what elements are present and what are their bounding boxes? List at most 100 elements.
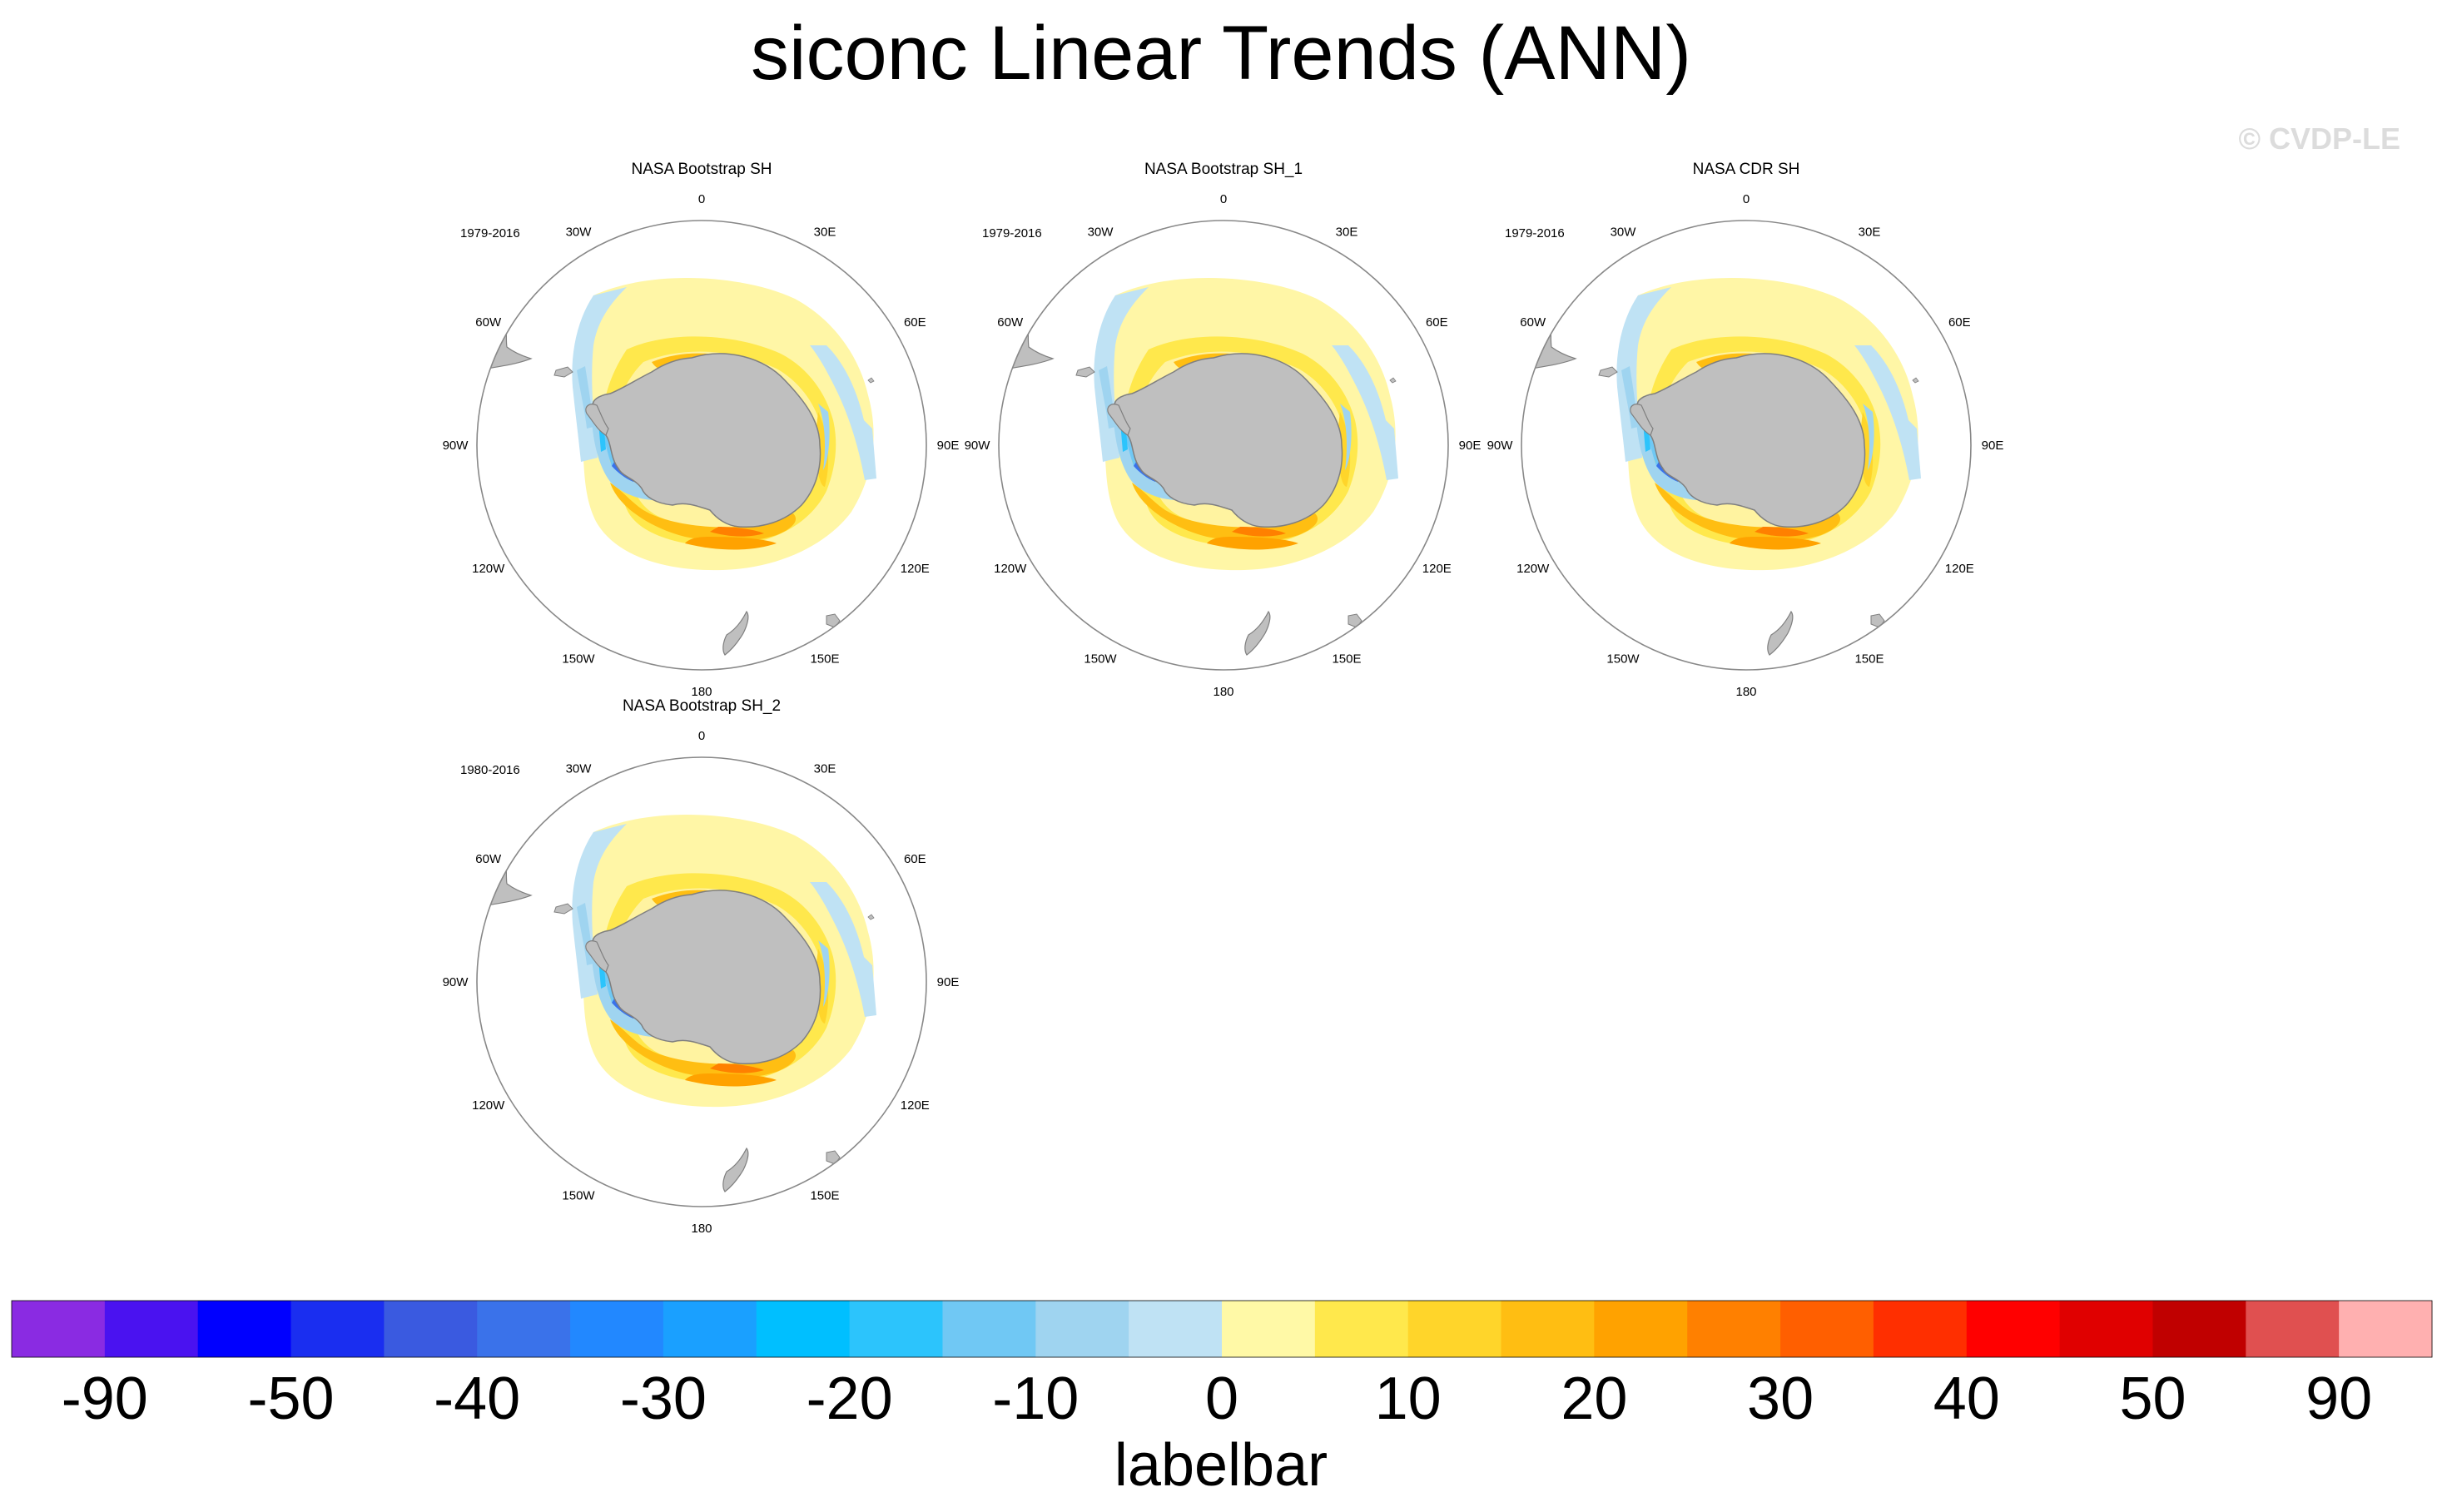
longitude-label: 0 [1220,192,1227,206]
longitude-label: 150W [1084,652,1117,666]
tasmania-landmass [826,1150,841,1165]
colorbar-swatch [2246,1301,2340,1357]
colorbar-swatch [1501,1301,1595,1357]
longitude-label: 60W [475,315,502,330]
longitude-label: 60E [1948,315,1971,330]
longitude-label: 60W [1520,315,1546,330]
longitude-label: 90W [443,439,469,453]
tasmania-landmass [1870,613,1885,628]
map-boundary [1521,220,1972,671]
main-title: siconc Linear Trends (ANN) [751,11,1691,96]
longitude-label: 30E [814,762,836,776]
longitude-label: 90W [443,975,469,989]
colorbar-swatch [1873,1301,1968,1357]
colorbar-swatch [1687,1301,1781,1357]
colorbar-swatch [2059,1301,2153,1357]
colorbar-swatch [1407,1301,1502,1357]
longitude-label: 150E [810,1188,839,1202]
longitude-label: 120W [472,1098,505,1113]
longitude-label: 30E [1859,226,1881,240]
colorbar-swatch [290,1301,385,1357]
map-boundary [998,220,1449,671]
nz-landmass [1244,611,1271,656]
falklands-landmass [553,366,573,378]
nz-landmass [722,1148,749,1192]
colorbar-swatch [1129,1301,1223,1357]
colorbar-swatch [197,1301,292,1357]
longitude-label: 0 [698,729,705,743]
colorbar-tick-label: -30 [620,1366,707,1432]
colorbar-frame [11,1300,2433,1358]
watermark: © CVDP-LE [2238,121,2400,156]
longitude-label: 30W [1088,226,1114,240]
colorbar-swatch [1966,1301,2061,1357]
polar-panel: 0 30E 60E 90E 120E 150E 180 150W 120W 90W 60W 30W NA… [1487,161,2004,699]
kerguelen-landmass [867,914,875,920]
longitude-label: 120E [1422,562,1452,576]
colorbar-swatch [756,1301,851,1357]
polar-panel: 0 30E 60E 90E 120E 150E 180 150W 120W 90W 60W 30W NA… [965,161,1482,699]
colorbar-title: labelbar [1114,1432,1328,1499]
tasmania-landmass [826,613,841,628]
colorbar-swatch [1222,1301,1316,1357]
longitude-label: 150E [1854,652,1884,666]
falklands-landmass [1075,366,1095,378]
falklands-landmass [553,903,573,915]
longitude-label: 60E [1426,315,1448,330]
longitude-label: 0 [698,192,705,206]
longitude-label: 30E [1336,226,1358,240]
colorbar-swatch [104,1301,199,1357]
longitude-label: 150W [1606,652,1640,666]
longitude-label: 30W [566,762,593,776]
colorbar-swatch [1035,1301,1129,1357]
longitude-label: 150E [1332,652,1361,666]
longitude-label: 180 [691,685,712,699]
longitude-label: 150W [562,652,595,666]
falklands-landmass [1598,366,1618,378]
colorbar-tick-label: 50 [2119,1366,2186,1432]
longitude-label: 180 [1213,685,1233,699]
tasmania-landmass [1348,613,1362,628]
panel-title: NASA Bootstrap SH_2 [623,697,781,715]
panel-period: 1979-2016 [460,226,520,240]
longitude-label: 90E [937,439,960,453]
longitude-label: 180 [691,1222,712,1236]
colorbar-tick-label: 30 [1747,1366,1814,1432]
colorbar-swatch [1314,1301,1409,1357]
longitude-label: 60E [904,852,926,866]
colorbar-tick-label: 90 [2306,1366,2372,1432]
colorbar-swatch [570,1301,664,1357]
colorbar-swatch [663,1301,757,1357]
longitude-label: 90E [1459,439,1482,453]
longitude-label: 30W [1611,226,1637,240]
colorbar-swatch [1594,1301,1688,1357]
colorbar-swatch [942,1301,1036,1357]
colorbar-swatch [2152,1301,2246,1357]
longitude-label: 90E [1982,439,2004,453]
colorbar-swatch [849,1301,943,1357]
longitude-label: 180 [1735,685,1756,699]
colorbar-tick-label: 20 [1561,1366,1627,1432]
colorbar-swatch [2339,1301,2433,1357]
colorbar-tick-label: -10 [992,1366,1079,1432]
longitude-label: 120W [1516,562,1550,576]
nz-landmass [1767,611,1794,656]
longitude-label: 120E [901,1098,930,1113]
longitude-label: 90W [965,439,991,453]
colorbar-tick-label: -50 [247,1366,334,1432]
longitude-label: 60E [904,315,926,330]
panel-period: 1979-2016 [1505,226,1565,240]
longitude-label: 30W [566,226,593,240]
longitude-label: 120E [1945,562,1974,576]
panel-title: NASA Bootstrap SH_1 [1144,161,1303,178]
longitude-label: 60W [997,315,1024,330]
map-boundary [476,220,927,671]
longitude-label: 150E [810,652,839,666]
longitude-label: 120E [901,562,930,576]
longitude-label: 120W [994,562,1027,576]
polar-panel: 0 30E 60E 90E 120E 150E 180 150W 120W 90W 60W 30W NA… [443,697,960,1236]
colorbar-swatch [477,1301,571,1357]
colorbar-tick-label: -20 [807,1366,893,1432]
longitude-label: 120W [472,562,505,576]
